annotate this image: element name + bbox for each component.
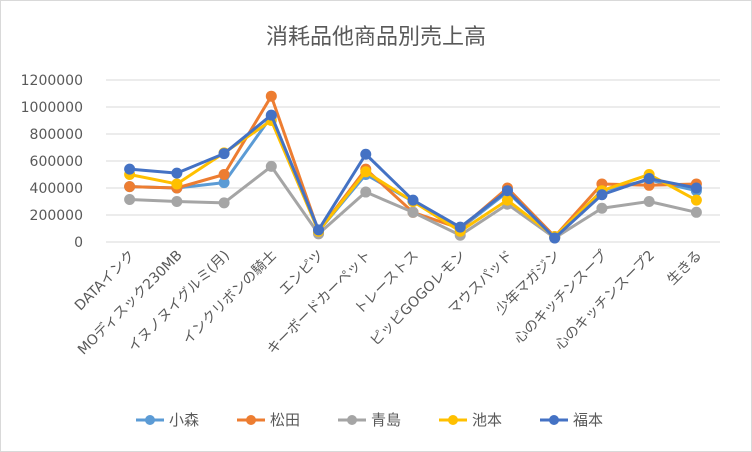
legend-swatch-marker [549,415,559,425]
data-point [407,194,419,206]
data-point [171,196,183,207]
data-point [596,202,608,214]
legend-swatch-marker [145,415,155,425]
data-point [360,148,372,160]
chart-title: 消耗品他商品別売上高 [266,25,486,50]
legend-item: 池本 [439,411,502,429]
legend-swatch-marker [246,415,256,425]
data-point [690,194,702,206]
data-point [218,177,230,189]
data-point [265,109,277,121]
legend-label: 池本 [472,411,502,429]
data-point [360,166,372,178]
data-point [690,206,702,218]
data-point [218,148,230,160]
data-point [643,173,655,185]
y-tick-label: 600000 [30,154,83,170]
data-point [124,193,136,205]
data-point [171,178,183,190]
legend-item: 福本 [540,411,603,429]
legend-item: 松田 [237,411,300,429]
data-point [171,167,183,179]
y-tick-label: 800000 [30,127,83,143]
data-point [643,196,655,207]
data-point [265,160,277,172]
data-point [265,90,277,102]
data-point [124,181,136,193]
data-point [218,169,230,180]
data-point [690,182,702,194]
legend-item: 青島 [338,411,401,429]
data-point [313,224,325,236]
legend-label: 松田 [270,411,300,429]
legend-swatch-marker [448,415,458,425]
legend-swatch-marker [347,415,357,425]
data-point [407,206,419,218]
series-lines [124,90,702,244]
legend: 小森 松田 青島 池本 福本 [136,411,603,429]
data-point [501,185,513,197]
data-point [549,232,561,244]
y-tick-label: 400000 [30,181,83,197]
legend-label: 福本 [573,411,603,429]
y-tick-label: 200000 [30,208,83,224]
legend-item: 小森 [136,411,199,429]
y-axis-ticks: 0 200000 400000 600000 800000 1000000 1200000 [21,73,83,251]
y-tick-label: 0 [74,235,83,251]
data-point [596,189,608,201]
data-point [124,163,136,175]
data-point [501,194,513,206]
series-5 [124,109,702,244]
data-point [454,221,466,233]
data-point [218,197,230,209]
legend-label: 小森 [169,411,199,429]
y-tick-label: 1200000 [21,73,83,89]
data-point [360,186,372,198]
y-tick-label: 1000000 [21,100,83,116]
legend-label: 青島 [371,411,401,429]
